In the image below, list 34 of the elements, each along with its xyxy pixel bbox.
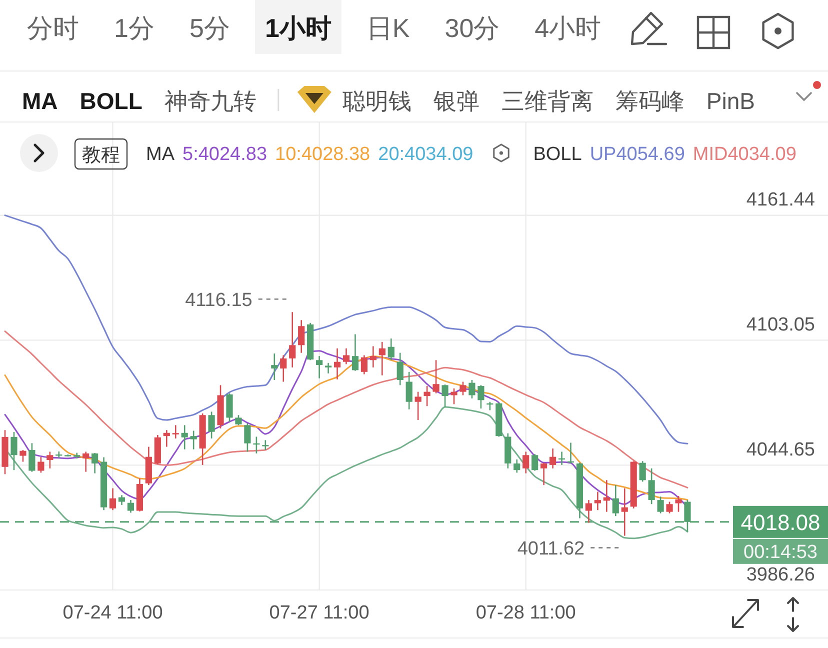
ref-line-label: 4018.08 xyxy=(740,510,820,535)
text: 聪明钱 xyxy=(342,88,412,114)
text: 00:14:53 xyxy=(744,542,818,563)
text: 分时 xyxy=(27,13,79,43)
text: 1小时 xyxy=(264,13,332,43)
text: 三维背离 xyxy=(501,88,594,114)
text: MID4034.09 xyxy=(692,144,796,165)
x-tick-label: 07-28 11:00 xyxy=(476,602,576,624)
text: 5分 xyxy=(189,13,230,43)
text: 4小时 xyxy=(534,13,602,43)
text: BOLL xyxy=(80,88,142,114)
text: UP4054.69 xyxy=(590,144,685,165)
text: 银弹 xyxy=(432,88,480,114)
y-tick-label: 3986.26 xyxy=(746,564,815,586)
text: PinB xyxy=(706,88,755,114)
y-tick-label: 4044.65 xyxy=(746,440,815,461)
annotation: 4116.15 xyxy=(185,290,252,312)
annotation: BOLL xyxy=(533,144,582,165)
y-tick-label: 4103.05 xyxy=(746,314,815,336)
x-tick-label: 07-27 11:00 xyxy=(269,602,370,624)
text: 日K xyxy=(366,13,410,43)
text: 神奇九转 xyxy=(164,88,256,114)
y-tick-label: 4161.44 xyxy=(746,190,816,211)
annotation: MA xyxy=(146,144,175,165)
annotation: 教程 xyxy=(82,145,120,166)
text: MA xyxy=(22,88,58,114)
text: 1分 xyxy=(114,13,154,43)
text: 10:4028.38 xyxy=(275,144,370,165)
x-tick-label: 07-24 11:00 xyxy=(62,602,163,624)
annotation: 4011.62 xyxy=(517,538,585,560)
text: 5:4024.83 xyxy=(182,144,268,165)
text: 筹码峰 xyxy=(615,88,684,114)
annotation: 20:4034.09 xyxy=(378,144,474,165)
text: 30分 xyxy=(444,13,500,43)
